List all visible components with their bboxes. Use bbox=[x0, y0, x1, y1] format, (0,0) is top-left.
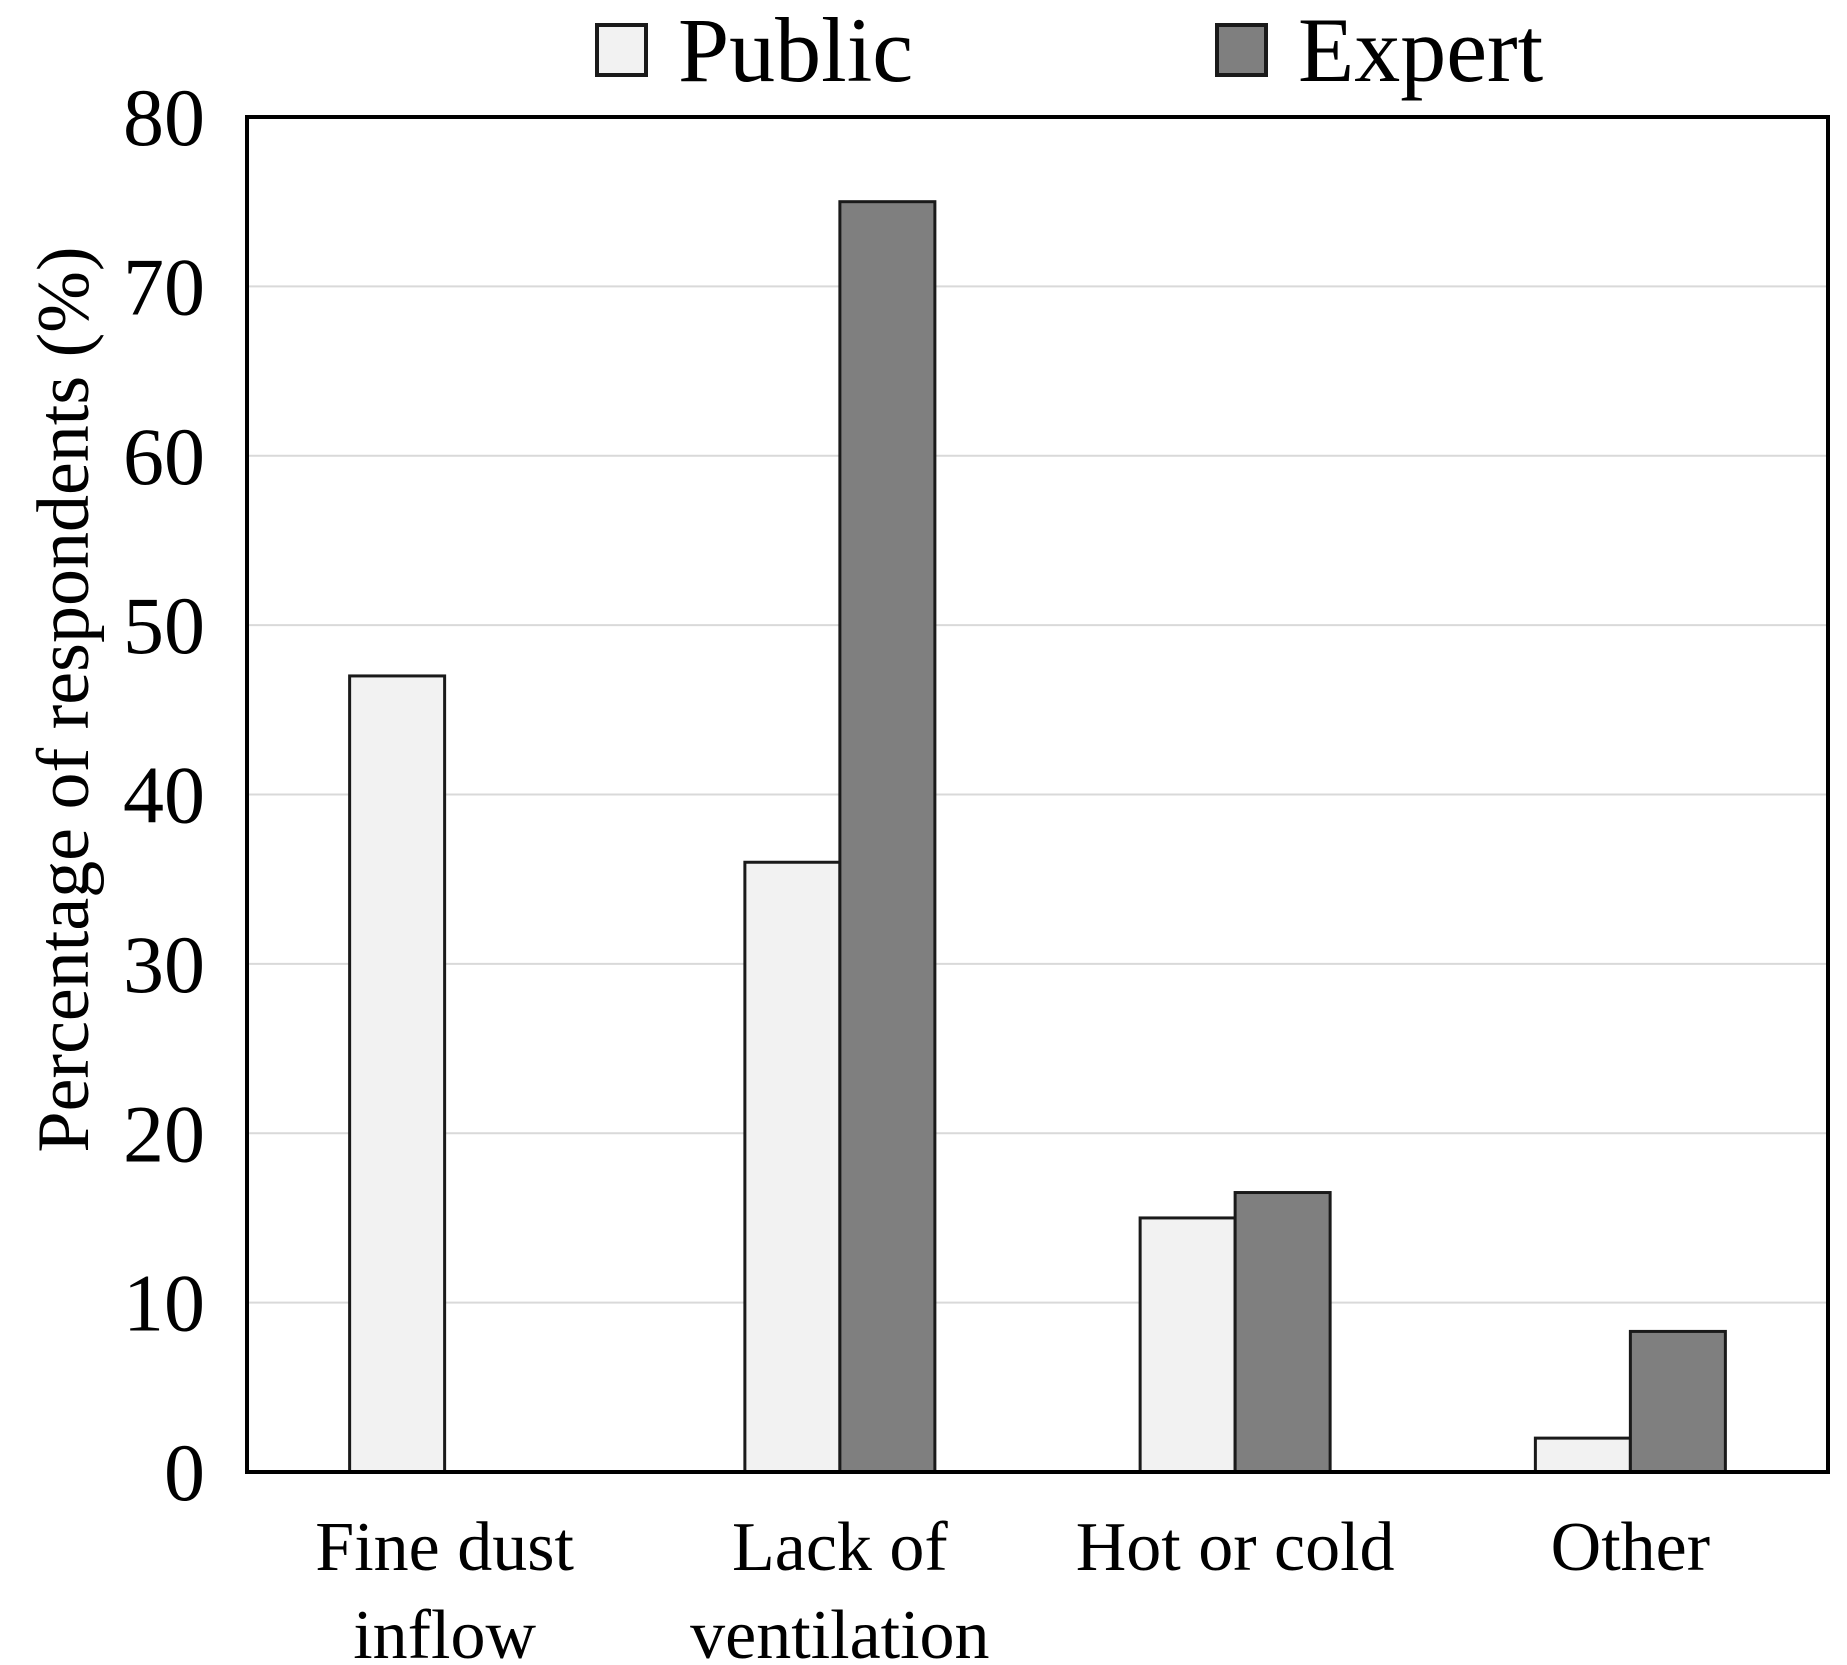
x-category-label: Other bbox=[1551, 1509, 1710, 1586]
y-tick-label-50: 50 bbox=[123, 580, 205, 671]
bar-expert-lack-of-ventilation bbox=[838, 200, 937, 1474]
y-tick-label-20: 20 bbox=[123, 1088, 205, 1179]
y-tick-label-40: 40 bbox=[123, 750, 205, 841]
x-category-label: Lack of bbox=[732, 1509, 948, 1586]
legend-item-public: Public bbox=[595, 0, 913, 100]
legend-swatch-expert-icon bbox=[1215, 23, 1268, 77]
y-tick-label-80: 80 bbox=[123, 72, 205, 163]
bar-public-lack-of-ventilation bbox=[743, 860, 842, 1474]
bar-expert-hot-or-cold bbox=[1233, 1191, 1332, 1474]
x-category-label: Fine dust bbox=[315, 1509, 574, 1586]
y-tick-label-30: 30 bbox=[123, 919, 205, 1010]
x-category-label: ventilation bbox=[690, 1597, 989, 1665]
legend-label-public: Public bbox=[678, 0, 914, 101]
plot-border bbox=[245, 115, 1830, 1474]
bar-expert-other bbox=[1628, 1329, 1727, 1474]
bar-public-fine-dust-inflow bbox=[348, 674, 447, 1474]
y-tick-label-60: 60 bbox=[123, 411, 205, 502]
y-tick-label-70: 70 bbox=[123, 241, 205, 332]
legend: Public Expert bbox=[0, 0, 1847, 100]
y-axis-title: Percentage of respondents (%) bbox=[23, 246, 105, 1152]
y-tick-label-0: 0 bbox=[164, 1427, 205, 1518]
legend-label-expert: Expert bbox=[1298, 0, 1544, 101]
bar-public-hot-or-cold bbox=[1138, 1216, 1237, 1474]
legend-item-expert: Expert bbox=[1215, 0, 1543, 100]
x-category-label: inflow bbox=[353, 1597, 536, 1665]
y-tick-label-10: 10 bbox=[123, 1258, 205, 1349]
bar-public-other bbox=[1533, 1436, 1632, 1474]
legend-swatch-public-icon bbox=[595, 23, 648, 77]
x-category-label: Hot or cold bbox=[1076, 1509, 1395, 1586]
